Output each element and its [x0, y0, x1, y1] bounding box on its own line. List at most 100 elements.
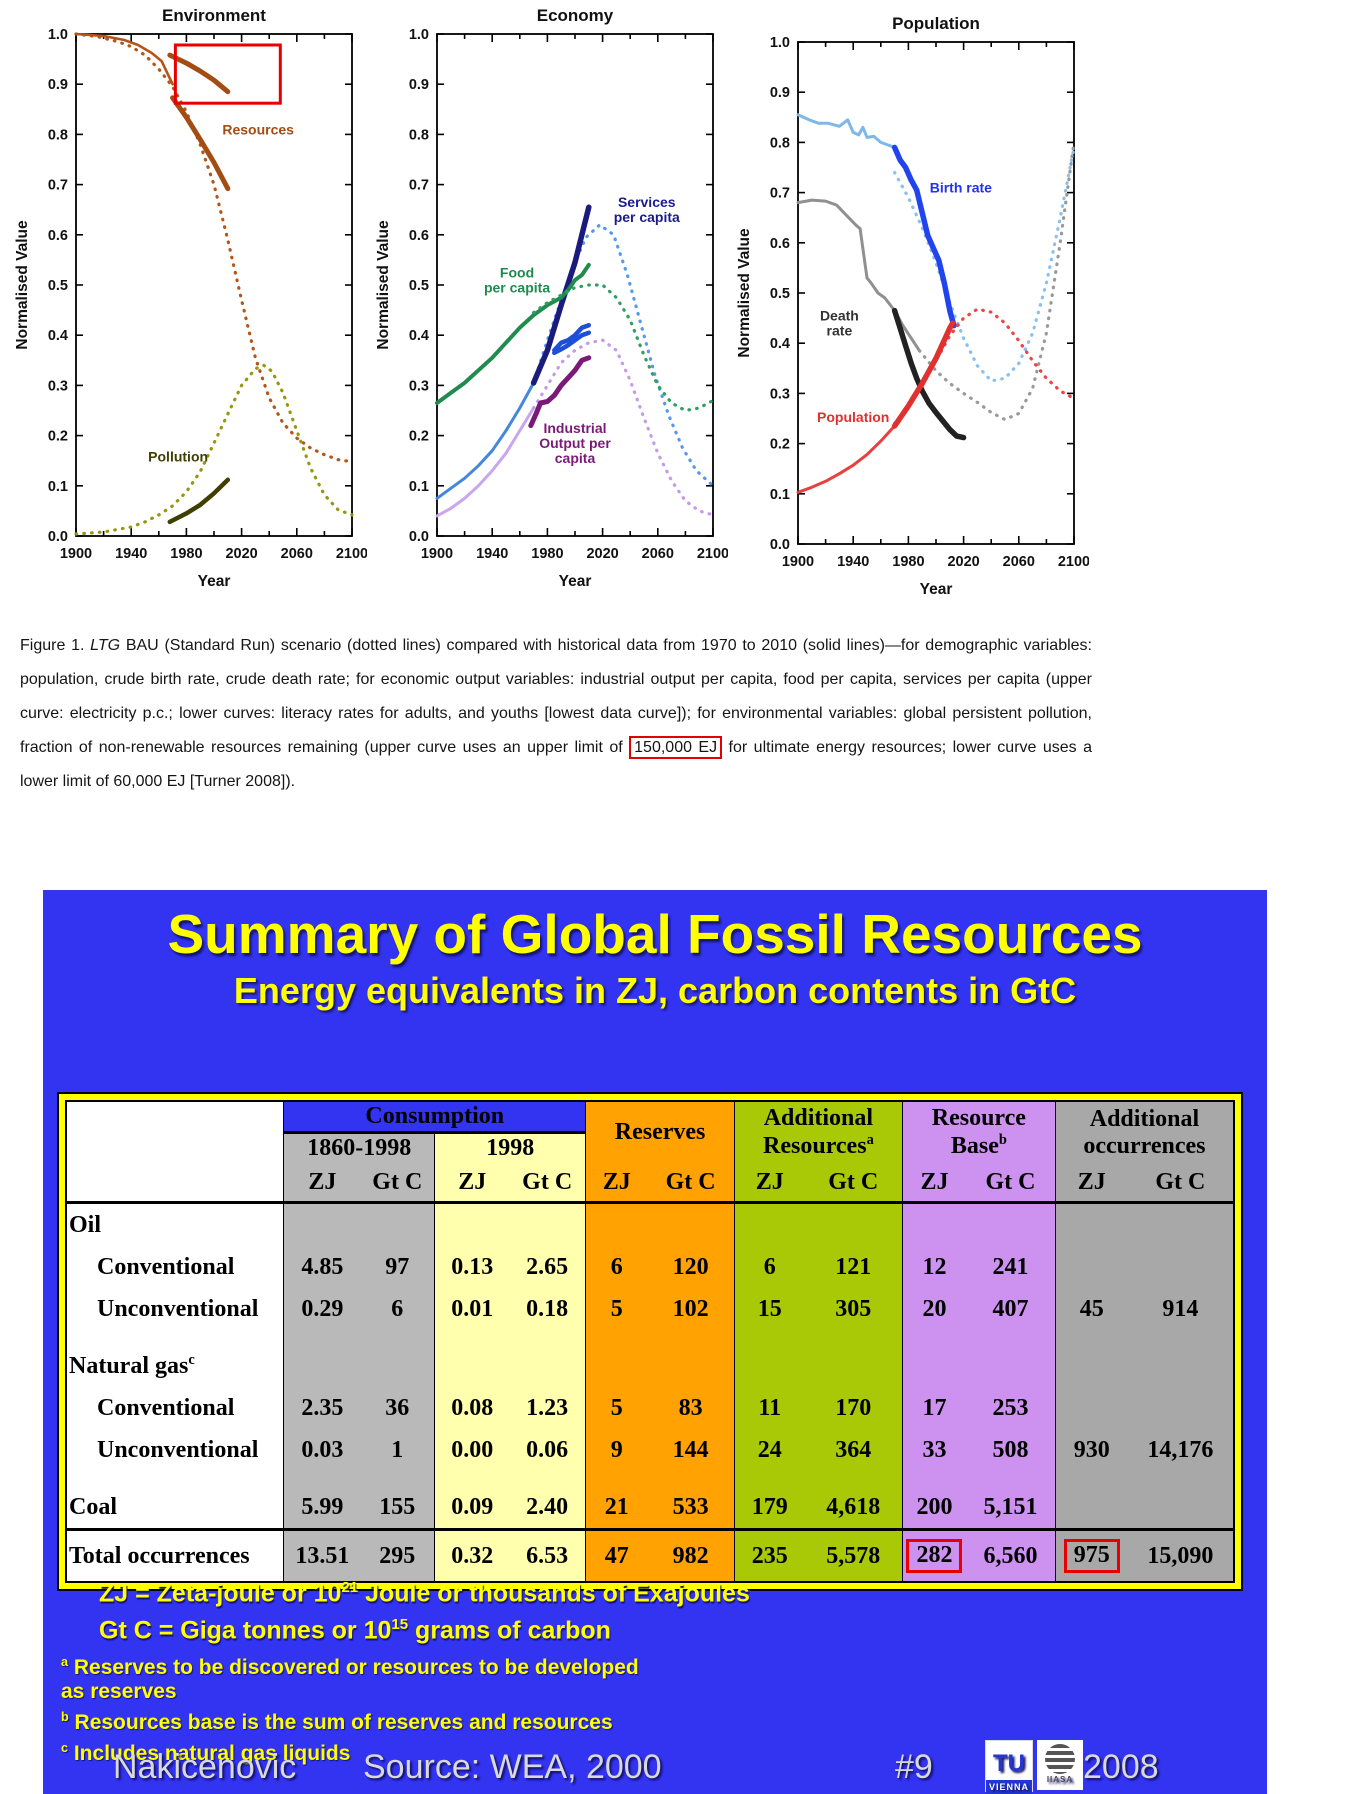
- x-axis-label: Year: [198, 573, 231, 590]
- population-pre-1970: [796, 424, 897, 494]
- value-cell: 15,090: [1127, 1528, 1234, 1582]
- value-cell: 121: [804, 1246, 903, 1288]
- table-row: Conventional 2.35 36 0.08 1.23 5 83 11 170 17 253: [66, 1387, 1234, 1429]
- series-label: Birth rate: [930, 180, 992, 196]
- value-cell: 0.09: [434, 1471, 510, 1530]
- svg-text:0.7: 0.7: [48, 178, 68, 194]
- value-cell: 4.85: [283, 1246, 361, 1288]
- svg-text:0.9: 0.9: [48, 77, 68, 93]
- header-row-periods: 1860-1998 1998: [66, 1132, 1234, 1163]
- y-axis-label: Normalised Value: [375, 220, 392, 350]
- value-cell: 0.08: [434, 1387, 510, 1429]
- svg-text:0.9: 0.9: [770, 85, 790, 101]
- resources-historical-lower-limit: [170, 95, 231, 192]
- row-label: Coal: [69, 1493, 117, 1520]
- value-cell: [1054, 1387, 1128, 1429]
- table-row: Oil: [66, 1202, 1234, 1246]
- value-cell: 11: [733, 1387, 805, 1429]
- slide-footer: Nakicenovic Source: WEA, 2000 #9 TU VIEN…: [43, 1738, 1267, 1794]
- resource-table-border: Consumption Reserves Additional Resourcesa R…: [57, 1092, 1243, 1591]
- value-cell: [360, 1330, 435, 1387]
- footnote: c Includes natural gas liquids: [61, 1741, 351, 1765]
- period-header: 1998: [434, 1132, 586, 1163]
- svg-text:1980: 1980: [531, 546, 563, 562]
- tu-logo-subtext: VIENNA: [986, 1780, 1032, 1794]
- services-pre-1970-solid: [435, 381, 536, 500]
- svg-text:0.9: 0.9: [409, 77, 429, 93]
- svg-text:0.7: 0.7: [409, 178, 429, 194]
- value-cell: [901, 1202, 967, 1246]
- unit-note: ZJ = Zeta-joule or 1021 Joule or thousan…: [99, 1579, 750, 1608]
- svg-text:2020: 2020: [225, 546, 257, 562]
- value-cell: 241: [966, 1246, 1056, 1288]
- svg-text:2020: 2020: [586, 546, 618, 562]
- series-label: Resources: [222, 121, 294, 137]
- value-cell: [434, 1202, 510, 1246]
- caption-suffix: for ultimate energy resources; lower cur…: [20, 739, 1093, 790]
- value-cell: 6.53: [509, 1528, 586, 1582]
- table-footnotes: a Reserves to be discovered or resources…: [61, 1650, 639, 1767]
- value-cell: 5: [585, 1387, 648, 1429]
- svg-text:1980: 1980: [892, 554, 924, 570]
- tu-vienna-logo: TU VIENNA: [985, 1740, 1033, 1794]
- value-cell: 305: [804, 1288, 903, 1330]
- resources-historical-upper-limit: [167, 52, 231, 95]
- svg-text:0.1: 0.1: [48, 479, 68, 495]
- value-cell: 295: [360, 1528, 435, 1582]
- value-cell: 6,560: [966, 1528, 1056, 1582]
- value-cell: 0.18: [509, 1288, 586, 1330]
- series-label: Population: [817, 409, 889, 425]
- y-axis-label: Normalised Value: [736, 228, 753, 358]
- svg-text:2060: 2060: [1003, 554, 1035, 570]
- unit-definitions: ZJ = Zeta-joule or 1021 Joule or thousan…: [99, 1572, 750, 1647]
- group-header: Additional occurrences: [1054, 1101, 1234, 1163]
- chart-title: Economy: [537, 6, 614, 25]
- food-per-capita-historical: [435, 262, 591, 405]
- value-cell: 6: [733, 1246, 805, 1288]
- footer-source: Source: WEA, 2000: [363, 1748, 662, 1786]
- highlight-box: [173, 43, 282, 105]
- group-header: Reserves: [585, 1101, 735, 1163]
- corner-cell: [66, 1101, 284, 1204]
- value-cell: [647, 1330, 735, 1387]
- figure-1-charts: Environment 0.0 0.1 0.2 0.3 0.4 0.5 0.6 0.7 0.8 0.…: [12, 4, 1090, 618]
- svg-text:1940: 1940: [837, 554, 869, 570]
- value-cell: [1054, 1471, 1128, 1530]
- row-label: Oil: [69, 1211, 102, 1238]
- svg-text:0.6: 0.6: [409, 228, 429, 244]
- value-cell: 407: [966, 1288, 1056, 1330]
- population-chart-svg: Population 0.0 0.1 0.2 0.3 0.4 0.5 0.6 0.7 0.8 0.9…: [736, 14, 1090, 598]
- value-cell: 5,578: [804, 1528, 903, 1582]
- svg-text:0.3: 0.3: [770, 386, 790, 402]
- row-label: Conventional: [97, 1394, 235, 1421]
- svg-text:0.2: 0.2: [409, 429, 429, 445]
- table-row: Unconventional 0.29 6 0.01 0.18 5 102 15 305 20 40…: [66, 1288, 1234, 1330]
- svg-text:0.0: 0.0: [770, 537, 790, 553]
- caption-highlight-box: 150,000 EJ: [629, 736, 723, 759]
- value-cell: 83: [647, 1387, 735, 1429]
- tu-logo-text: TU: [993, 1750, 1025, 1777]
- svg-text:0.1: 0.1: [770, 487, 790, 503]
- fossil-resources-slide: Summary of Global Fossil Resources Energ…: [43, 890, 1267, 1794]
- value-cell: 2.35: [283, 1387, 361, 1429]
- y-axis-label: Normalised Value: [14, 220, 31, 350]
- svg-text:0.8: 0.8: [409, 127, 429, 143]
- value-cell: 0.13: [434, 1246, 510, 1288]
- death-rate-historical: [891, 307, 967, 441]
- value-cell: 1.23: [509, 1387, 586, 1429]
- footer-year: 2008: [1083, 1748, 1159, 1786]
- value-cell: [1054, 1330, 1128, 1387]
- value-cell: 4,618: [804, 1471, 903, 1530]
- birth-rate-scenario-dotted: [893, 145, 1076, 383]
- svg-text:0.5: 0.5: [770, 286, 790, 302]
- value-cell: 155: [360, 1471, 435, 1530]
- svg-text:1900: 1900: [60, 546, 92, 562]
- population-scenario-dotted: [893, 307, 1076, 426]
- food-scenario-dotted: [532, 283, 715, 413]
- value-cell: 179: [733, 1471, 805, 1530]
- value-cell: 5: [585, 1288, 648, 1330]
- value-cell: [804, 1330, 903, 1387]
- consumption-header: Consumption: [283, 1101, 586, 1134]
- value-cell: 0.29: [283, 1288, 361, 1330]
